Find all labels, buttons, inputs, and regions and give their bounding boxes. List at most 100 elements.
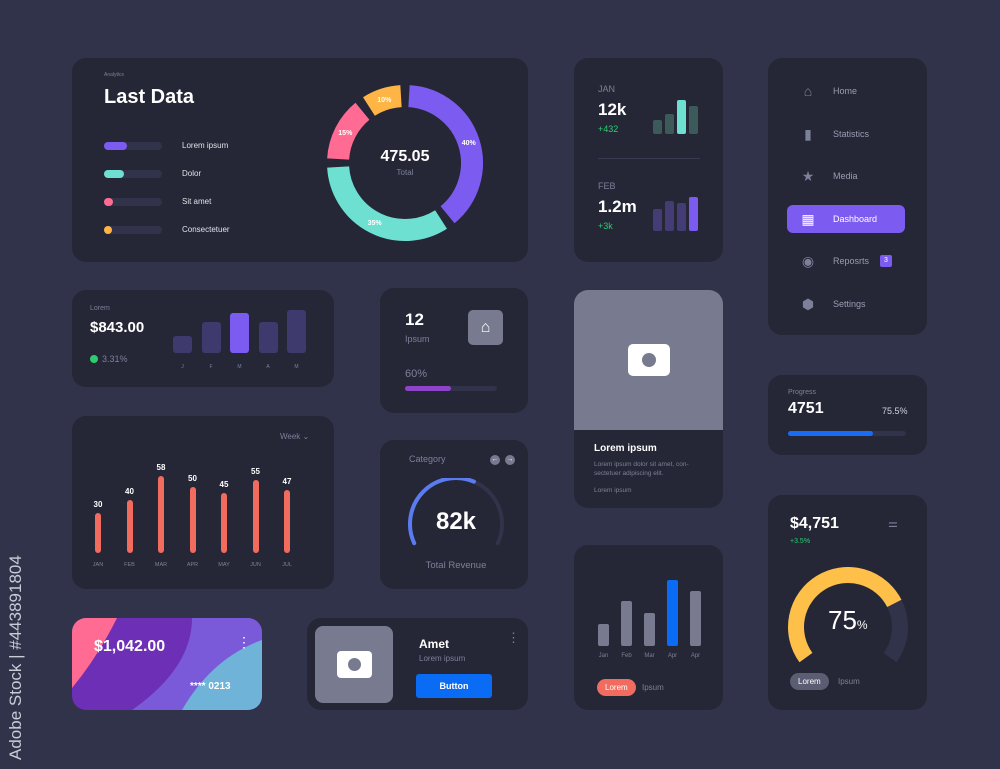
week-dropdown[interactable]: Week ⌄	[280, 432, 309, 441]
filter-sliders-icon[interactable]: ⚌	[888, 518, 898, 530]
gauge-fill	[788, 567, 902, 663]
month-mini-bar	[677, 100, 686, 134]
tab-ipsum[interactable]: Ipsum	[838, 677, 860, 686]
prev-arrow-button[interactable]: ←	[490, 455, 500, 465]
photo-card-footer[interactable]: Lorem ipsum	[594, 487, 632, 494]
mini-bar-chart-card: Jan Feb Mar Apr Apr Lorem Ipsum	[574, 545, 723, 710]
card-background-shapes	[72, 618, 262, 710]
sidebar-item-reposrts[interactable]: ◉ Reposrts 3	[787, 247, 905, 275]
gauge-percent: 75%	[828, 605, 868, 636]
donut-segment	[327, 102, 370, 161]
week-bar-value: 50	[188, 473, 197, 483]
ipsum-label: Ipsum	[405, 334, 430, 344]
weekly-bar-chart-card: Week ⌄ 30 JAN 40 FEB 58 MAR 50 APR 45 MAY 55 JUN 47 J…	[72, 416, 334, 589]
mini-bar	[667, 580, 678, 646]
donut-segment	[363, 85, 403, 117]
star-icon: ★	[801, 168, 815, 184]
balance-bar	[258, 322, 278, 353]
more-options-icon[interactable]: ⋮	[507, 630, 520, 645]
balance-bar	[201, 322, 221, 353]
mini-bar	[621, 601, 632, 646]
revenue-gauge	[408, 478, 504, 546]
photo-card[interactable]: Lorem ipsum Lorem ipsum dolor sit amet, …	[574, 290, 723, 508]
ipsum-card: 12 Ipsum ⌂ 60%	[380, 288, 528, 413]
week-bar	[158, 475, 164, 553]
card-amount: $1,042.00	[94, 638, 166, 655]
next-arrow-button[interactable]: →	[505, 455, 515, 465]
home-button[interactable]: ⌂	[468, 310, 503, 345]
analytics-card: Analytics Last Data Lorem ipsum Dolor Sit …	[72, 58, 528, 262]
month-mini-bar	[653, 209, 662, 231]
month-value: 12k	[598, 100, 627, 119]
donut-segment	[327, 165, 447, 241]
product-subtitle: Lorem ipsum	[419, 654, 466, 663]
month-label: FEB	[598, 181, 616, 191]
week-dropdown-label: Week	[280, 432, 301, 441]
percent-gauge	[788, 567, 908, 663]
week-axis-label: JAN	[92, 562, 104, 568]
week-bar-value: 30	[93, 500, 103, 510]
legend-label: Sit amet	[182, 197, 212, 206]
divider	[598, 158, 700, 159]
donut-total-label: Total	[396, 168, 414, 177]
credit-card[interactable]: $1,042.00 ⋮ **** 0213	[72, 618, 262, 710]
mini-bar	[690, 591, 701, 646]
month-label: JAN	[598, 84, 616, 94]
mini-axis-label: Apr	[667, 653, 678, 659]
tab-lorem[interactable]: Lorem	[597, 679, 636, 696]
legend-bar	[104, 142, 162, 150]
week-bar-value: 47	[282, 477, 292, 487]
week-bar	[95, 513, 101, 553]
month-mini-bar	[677, 203, 686, 231]
mini-axis-label: Jan	[598, 653, 609, 659]
week-axis-label: FEB	[124, 562, 135, 568]
sidebar-item-media[interactable]: ★ Media	[787, 162, 905, 190]
sidebar-item-label: Media	[833, 171, 858, 181]
month-change: +3k	[598, 221, 613, 231]
week-axis-label: JUL	[282, 562, 292, 568]
balance-axis-label: F	[209, 364, 213, 370]
balance-axis-label: M	[237, 364, 242, 370]
balance-bar	[230, 313, 249, 353]
week-bar-value: 40	[125, 486, 134, 496]
week-bar	[189, 486, 196, 553]
week-axis-label: APR	[186, 562, 199, 568]
camera-icon	[628, 344, 670, 376]
sidebar-item-statistics[interactable]: ▮ Statistics	[787, 120, 905, 148]
week-axis-label: MAR	[154, 562, 168, 568]
eyebrow: Analytics	[104, 72, 125, 78]
gauge-value: $4,751	[790, 515, 839, 532]
week-bar	[252, 479, 259, 553]
tab-ipsum[interactable]: Ipsum	[642, 683, 664, 692]
month-mini-bar	[665, 114, 674, 134]
ipsum-value: 12	[405, 310, 424, 329]
ipsum-percent: 60%	[405, 368, 428, 380]
balance-value: $843.00	[90, 319, 145, 336]
tab-lorem[interactable]: Lorem	[790, 673, 829, 690]
circle-icon: ◉	[801, 253, 815, 269]
sidebar-item-dashboard[interactable]: ▦ Dashboard	[787, 204, 905, 233]
notification-badge: 3	[880, 255, 892, 267]
donut-segment-label: 35%	[368, 220, 383, 227]
more-options-icon[interactable]: ⋮	[237, 634, 251, 650]
primary-button[interactable]: Button	[416, 674, 492, 698]
home-icon: ⌂	[803, 83, 813, 99]
week-bar-value: 45	[219, 480, 229, 490]
week-axis-label: JUN	[250, 562, 261, 568]
watermark-side-text: Adobe Stock | #443891804	[6, 555, 25, 760]
home-icon: ⌂	[480, 319, 491, 336]
sidebar-item-settings[interactable]: ⬢ Settings	[787, 290, 905, 318]
balance-card: Lorem $843.00 3.31% J F M A M	[72, 290, 334, 387]
gauge-change: +3.5%	[790, 538, 811, 545]
legend-label: Consectetuer	[182, 225, 230, 234]
legend-bar	[104, 198, 162, 206]
mini-axis-label: Mar	[644, 653, 655, 659]
week-bar	[221, 493, 227, 553]
month-mini-bar	[689, 106, 698, 134]
ipsum-progress-bar	[405, 386, 497, 391]
month-value: 1.2m	[598, 197, 637, 216]
donut-segment-label: 10%	[377, 97, 392, 104]
sidebar-item-home[interactable]: ⌂ Home	[787, 77, 905, 105]
progress-card: Progress 4751 75.5%	[768, 375, 927, 455]
image-placeholder	[315, 626, 393, 703]
